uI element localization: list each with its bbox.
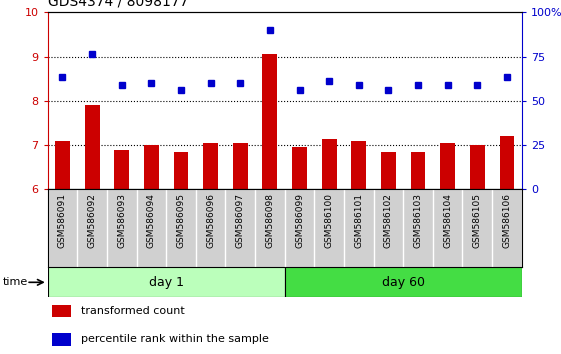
Bar xyxy=(203,143,218,189)
Text: GSM586104: GSM586104 xyxy=(443,193,452,248)
Bar xyxy=(114,149,129,189)
Text: GSM586097: GSM586097 xyxy=(236,193,245,248)
Text: day 60: day 60 xyxy=(381,276,425,289)
Bar xyxy=(351,141,366,189)
FancyBboxPatch shape xyxy=(48,267,284,297)
Text: GSM586098: GSM586098 xyxy=(265,193,274,248)
Text: GSM586102: GSM586102 xyxy=(384,193,393,248)
Bar xyxy=(292,147,307,189)
Bar xyxy=(52,333,71,346)
Text: GSM586093: GSM586093 xyxy=(117,193,126,248)
Text: GSM586096: GSM586096 xyxy=(206,193,215,248)
Text: GSM586095: GSM586095 xyxy=(177,193,186,248)
FancyBboxPatch shape xyxy=(284,267,522,297)
Text: GSM586092: GSM586092 xyxy=(88,193,96,248)
Bar xyxy=(233,143,247,189)
Text: GSM586106: GSM586106 xyxy=(503,193,512,248)
Bar xyxy=(440,143,455,189)
Bar xyxy=(411,152,425,189)
Text: GSM586094: GSM586094 xyxy=(147,193,156,248)
Bar xyxy=(173,152,188,189)
Bar xyxy=(499,136,514,189)
Bar xyxy=(52,305,71,317)
Text: day 1: day 1 xyxy=(149,276,183,289)
Text: GSM586103: GSM586103 xyxy=(413,193,422,248)
Bar xyxy=(85,105,99,189)
Bar xyxy=(263,55,277,189)
Text: transformed count: transformed count xyxy=(81,306,185,316)
Text: GSM586099: GSM586099 xyxy=(295,193,304,248)
Text: percentile rank within the sample: percentile rank within the sample xyxy=(81,334,269,344)
Bar xyxy=(144,145,159,189)
Text: GSM586091: GSM586091 xyxy=(58,193,67,248)
Text: GSM586101: GSM586101 xyxy=(355,193,364,248)
Text: GSM586105: GSM586105 xyxy=(473,193,482,248)
Bar xyxy=(470,145,485,189)
Bar xyxy=(381,152,396,189)
Bar xyxy=(322,138,337,189)
Bar xyxy=(55,141,70,189)
Text: time: time xyxy=(3,277,28,287)
Text: GSM586100: GSM586100 xyxy=(325,193,334,248)
Text: GDS4374 / 8098177: GDS4374 / 8098177 xyxy=(48,0,188,9)
